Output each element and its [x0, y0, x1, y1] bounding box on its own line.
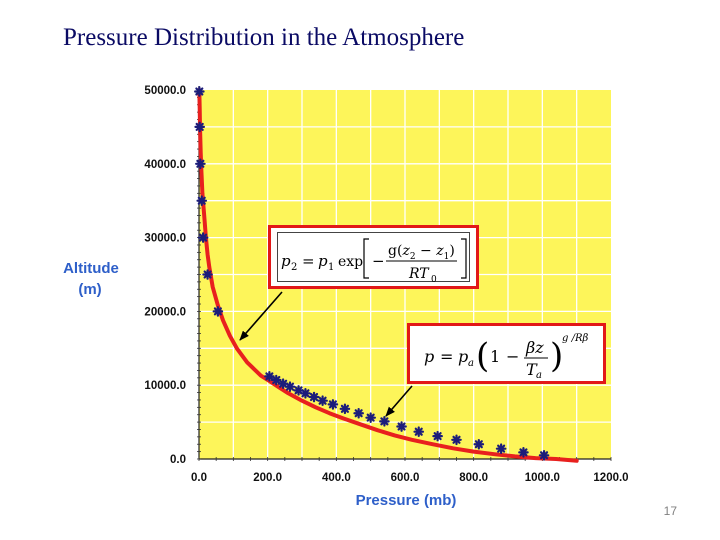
- data-marker: [327, 399, 339, 410]
- data-marker: [365, 412, 376, 423]
- data-marker: [308, 391, 320, 403]
- svg-text:p: p: [281, 252, 291, 270]
- x-tick-label: 1200.0: [593, 472, 628, 484]
- data-marker: [197, 232, 209, 243]
- svg-text:1: 1: [490, 347, 500, 366]
- formula-linear-lapse: p = p a ( 1 − βz T a ) g /Rβ: [424, 333, 588, 381]
- y-tick-labels: 0.0 10000.0 20000.0 30000.0 40000.0 50000.0: [144, 85, 186, 466]
- data-marker: [396, 421, 407, 432]
- y-tick-label: 30000.0: [144, 233, 186, 245]
- y-axis-label-line1: Altitude: [63, 260, 119, 277]
- page-number: 17: [663, 504, 677, 518]
- x-tick-label: 200.0: [253, 472, 282, 484]
- data-marker: [195, 158, 206, 170]
- formula-exponential-box: p 2 = p 1 exp − g(z2 − z1) RT 0 p₂ = p₁ …: [268, 225, 479, 289]
- data-marker: [196, 195, 208, 206]
- data-marker: [284, 381, 296, 392]
- data-marker: [451, 434, 462, 446]
- x-axis-label: Pressure (mb): [356, 492, 457, 509]
- svg-text:1: 1: [328, 262, 334, 273]
- y-tick-label: 50000.0: [144, 85, 186, 97]
- data-marker: [353, 407, 364, 419]
- y-axis-label-line2: (m): [78, 281, 101, 298]
- data-marker: [202, 269, 213, 280]
- svg-text:=: =: [302, 252, 315, 270]
- data-marker: [495, 443, 507, 454]
- formula-linear-lapse-box: p = p a ( 1 − βz T a ) g /Rβ p = pₐ(1 − …: [407, 323, 606, 384]
- data-marker: [432, 430, 443, 442]
- svg-text:2: 2: [291, 262, 297, 273]
- data-marker: [194, 121, 205, 133]
- y-tick-label: 0.0: [170, 454, 186, 466]
- data-marker: [473, 438, 485, 450]
- svg-text:(: (: [476, 336, 489, 376]
- data-markers: [194, 86, 550, 461]
- y-tick-label: 20000.0: [144, 306, 186, 318]
- svg-text:βz: βz: [525, 338, 544, 357]
- data-marker: [339, 403, 351, 415]
- x-tick-labels: 0.0 200.0 400.0 600.0 800.0 1000.0 1200.0: [191, 472, 629, 484]
- svg-text:exp: exp: [338, 254, 363, 270]
- data-marker: [413, 426, 425, 437]
- svg-text:T: T: [526, 360, 538, 379]
- data-marker: [317, 395, 328, 406]
- slide-title: Pressure Distribution in the Atmosphere: [63, 24, 465, 51]
- svg-text:g(z2 − z1): g(z2 − z1): [388, 243, 455, 262]
- arrow-linear-lapse: [385, 385, 413, 417]
- y-tick-label: 40000.0: [144, 159, 186, 171]
- svg-text:p: p: [424, 347, 434, 366]
- svg-text:p: p: [318, 252, 328, 270]
- svg-text:=: =: [440, 347, 453, 366]
- svg-text:0: 0: [431, 275, 437, 285]
- x-tick-label: 400.0: [322, 472, 351, 484]
- svg-text:): ): [550, 336, 563, 376]
- svg-text:a: a: [468, 358, 474, 369]
- x-tick-label: 0.0: [191, 472, 207, 484]
- svg-text:RT: RT: [408, 266, 430, 282]
- formula-exponential: p 2 = p 1 exp − g(z2 − z1) RT 0: [281, 238, 467, 285]
- svg-text:a: a: [536, 370, 542, 381]
- svg-text:g /Rβ: g /Rβ: [562, 333, 588, 344]
- data-marker: [277, 378, 289, 390]
- x-tick-label: 600.0: [391, 472, 420, 484]
- data-marker: [518, 447, 529, 458]
- data-marker: [379, 416, 390, 427]
- x-tick-label: 1000.0: [525, 472, 560, 484]
- svg-text:−: −: [506, 347, 519, 366]
- data-marker: [270, 374, 282, 386]
- data-marker: [538, 450, 550, 461]
- svg-text:−: −: [372, 252, 385, 270]
- data-marker: [194, 86, 205, 97]
- data-marker: [300, 388, 311, 399]
- y-tick-label: 10000.0: [144, 380, 186, 392]
- data-marker: [212, 306, 224, 317]
- arrow-exponential: [239, 291, 283, 341]
- x-tick-label: 800.0: [459, 472, 488, 484]
- data-marker: [264, 371, 275, 382]
- svg-text:p: p: [458, 347, 468, 366]
